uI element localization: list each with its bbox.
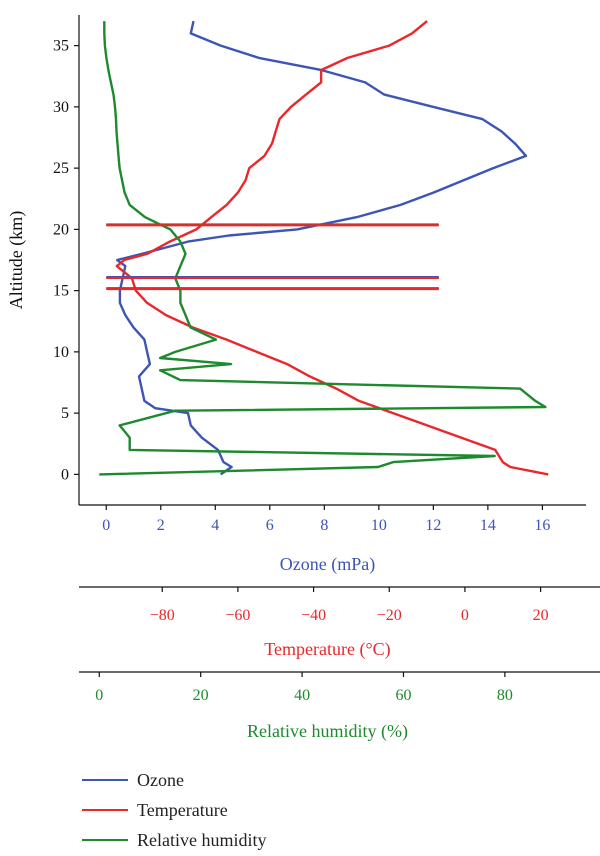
plot-frame [78,15,586,506]
x-tick-label-ozone: 4 [211,517,219,534]
y-tick-label: 15 [53,283,69,300]
x-tick-label-humidity: 20 [193,687,209,704]
x-tick-label-temperature: −60 [225,607,250,624]
y-tick-label: 30 [53,99,69,116]
series-line-ozone [116,20,528,476]
x-tick-label-temperature: 20 [533,607,549,624]
x-axis-temperature: −80 −60 −40 −20 0 20 Temperature (°C) [79,586,600,660]
x-tick-label-ozone: 6 [266,517,274,534]
x-axis-title-ozone: Ozone (mPa) [280,554,375,575]
x-axis-title-temperature: Temperature (°C) [264,639,390,660]
series-layer [99,20,549,476]
x-tick-label-humidity: 40 [294,687,310,704]
legend-label-temperature: Temperature [137,800,228,820]
legend: Ozone Temperature Relative humidity [82,770,266,850]
x-axis-ozone: 0 2 4 6 8 10 12 14 16 Ozone (mPa) [102,505,550,575]
legend-label-relative-humidity: Relative humidity [137,830,266,850]
legend-label-ozone: Ozone [137,770,184,790]
y-axis: 0 5 10 15 20 25 30 35 [53,38,79,483]
x-axes: 0 2 4 6 8 10 12 14 16 Ozone (mPa) −80 −60 −40 −20 0 20 T… [79,505,600,742]
series-line-temperature [115,20,549,476]
x-tick-label-ozone: 8 [320,517,328,534]
x-axis-humidity: 0 20 40 60 80 Relative humidity (%) [79,671,600,742]
x-tick-label-humidity: 60 [395,687,411,704]
x-tick-label-ozone: 10 [371,517,387,534]
x-tick-label-humidity: 80 [497,687,513,704]
x-tick-label-temperature: −20 [377,607,402,624]
x-axis-title-humidity: Relative humidity (%) [247,721,408,742]
x-tick-label-ozone: 16 [534,517,550,534]
y-tick-label: 35 [53,38,69,55]
reference-lines-layer [106,223,439,291]
x-tick-label-temperature: 0 [461,607,469,624]
x-tick-label-ozone: 12 [425,517,441,534]
y-tick-label: 25 [53,160,69,177]
x-tick-label-humidity: 0 [95,687,103,704]
y-tick-label: 5 [61,405,69,422]
x-tick-label-temperature: −40 [301,607,326,624]
y-axis-title: Altitude (km) [6,211,27,309]
x-tick-label-ozone: 14 [480,517,496,534]
x-tick-label-temperature: −80 [150,607,175,624]
y-tick-label: 20 [53,221,69,238]
x-tick-label-ozone: 0 [102,517,110,534]
y-tick-label: 0 [61,466,69,483]
y-tick-label: 10 [53,344,69,361]
x-tick-label-ozone: 2 [157,517,165,534]
